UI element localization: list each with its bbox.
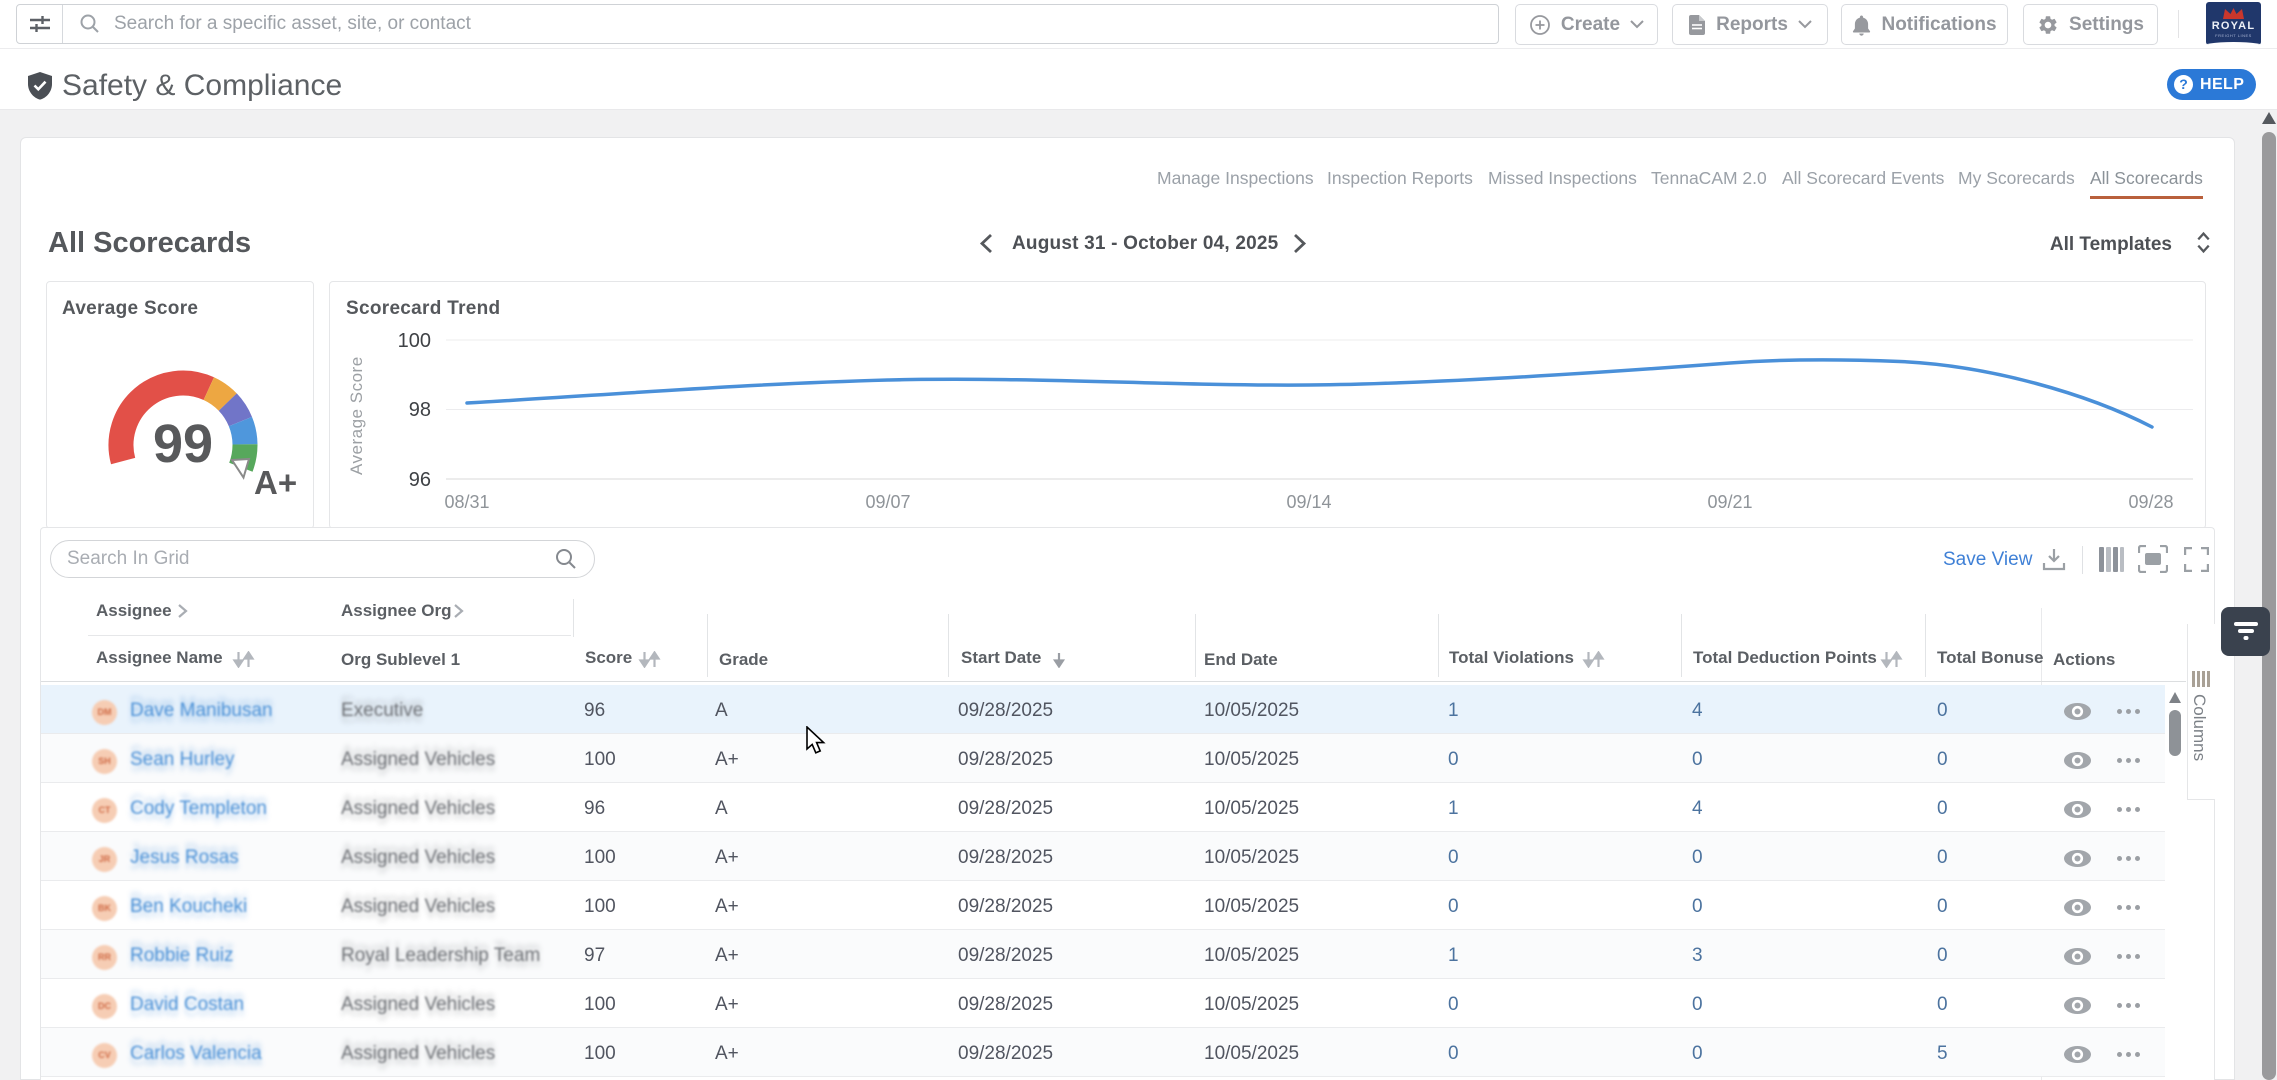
svg-text:99: 99 bbox=[153, 414, 213, 474]
